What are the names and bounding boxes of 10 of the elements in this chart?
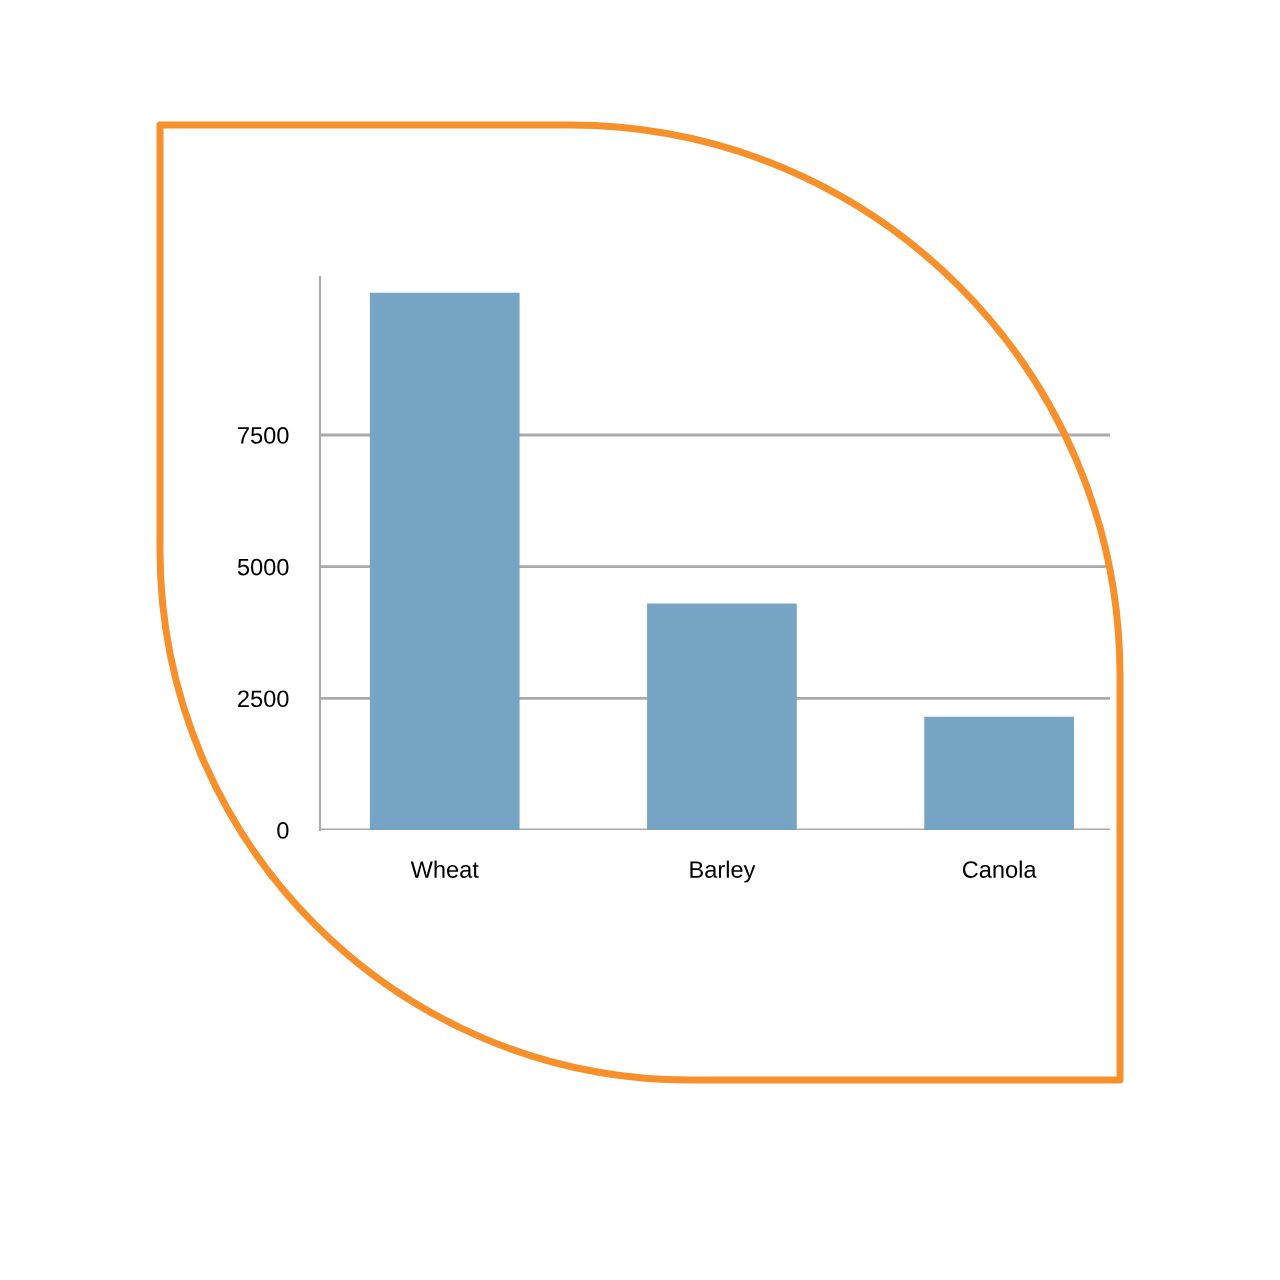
bar [924,716,1074,830]
y-tick-label: 5000 [237,558,289,576]
bar [369,292,520,830]
x-tick-label: Barley [690,860,756,883]
y-tick-label: 0 [277,822,289,839]
x-tick-label: Wheat [410,860,479,878]
y-tick-label: 7500 [238,427,289,444]
x-tick-label: Canola [962,860,1037,878]
bar [647,603,797,830]
y-tick-label: 2500 [238,690,289,708]
